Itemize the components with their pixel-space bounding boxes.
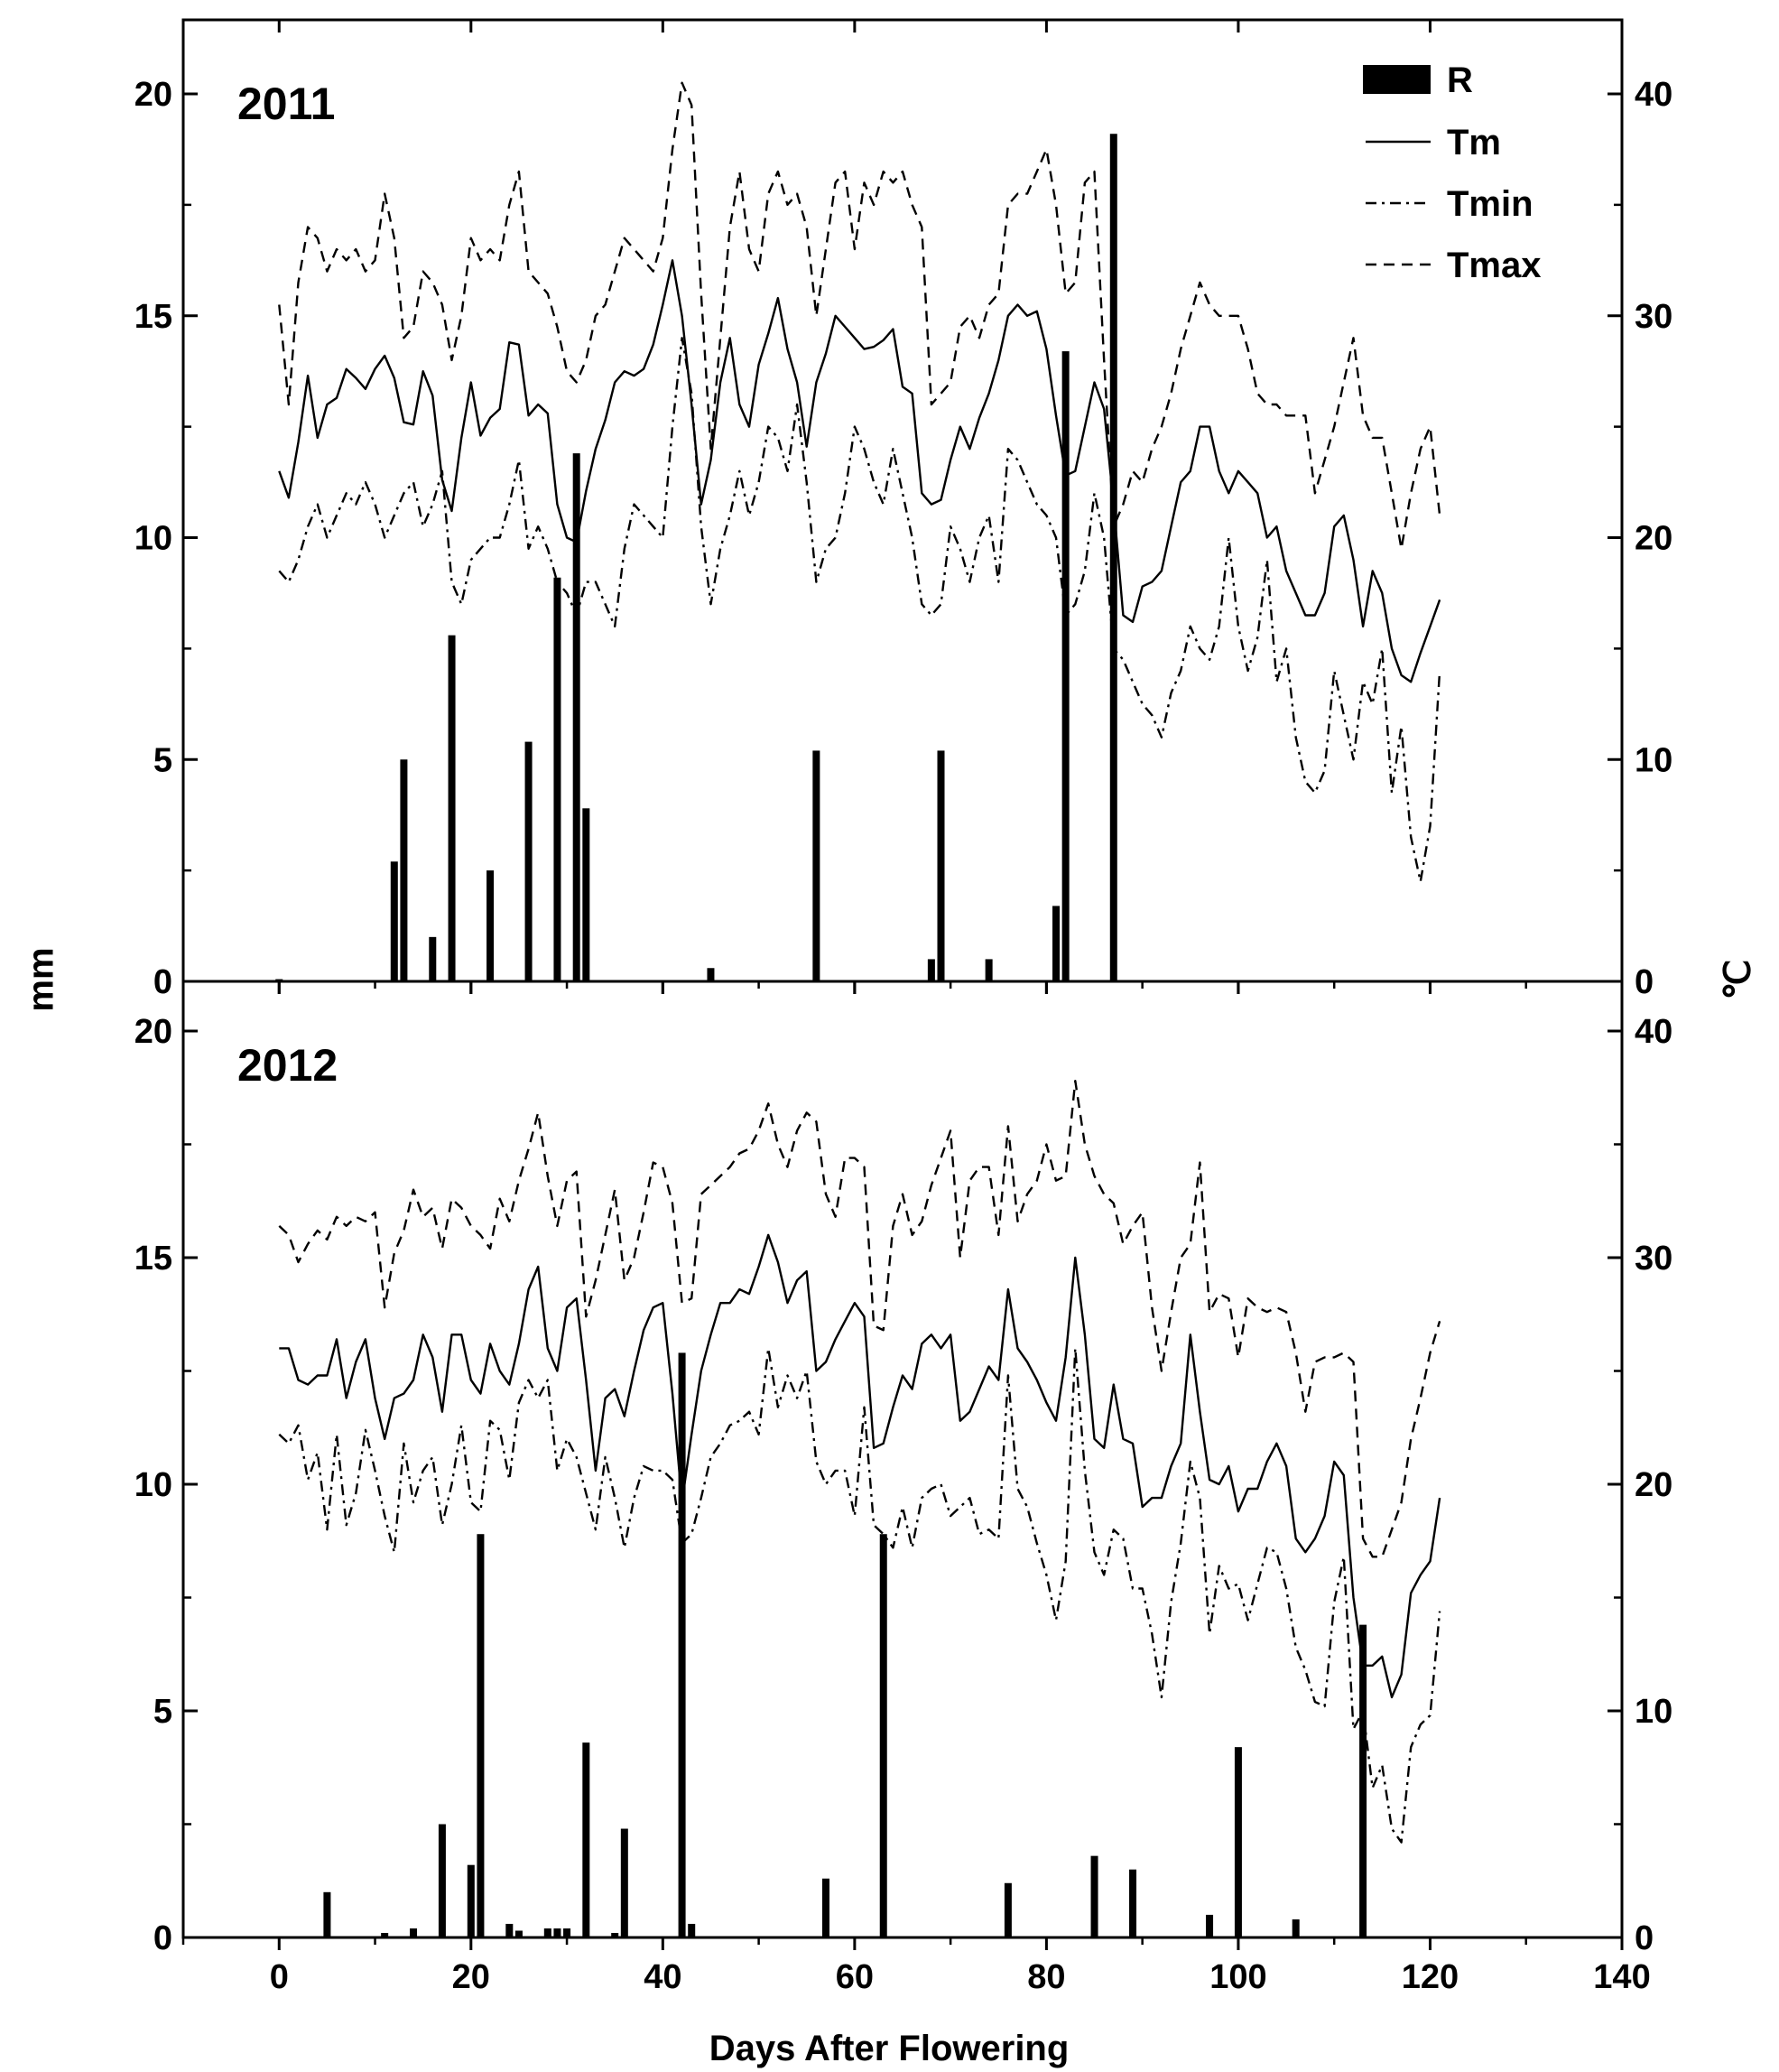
rain-bar <box>707 968 715 981</box>
rain-bar <box>438 1824 446 1937</box>
rain-bar <box>1292 1919 1300 1937</box>
legend-label-tmin: Tmin <box>1447 184 1533 224</box>
rain-bar <box>505 1923 514 1937</box>
series-line-tmin <box>278 1347 1441 1844</box>
left-tick-label: 5 <box>153 741 172 779</box>
rain-bar <box>620 1828 628 1937</box>
left-tick-label: 10 <box>134 1466 172 1504</box>
rain-bar <box>572 453 580 981</box>
rain-bar <box>410 1928 418 1937</box>
rain-bar <box>563 1928 571 1937</box>
rain-bar <box>1004 1882 1012 1937</box>
right-tick-label: 40 <box>1635 1013 1672 1051</box>
rain-bar <box>1129 1869 1137 1937</box>
rain-bar <box>1090 1855 1098 1937</box>
x-tick-label: 140 <box>1593 1958 1650 1996</box>
rain-bar <box>400 759 408 981</box>
left-tick-label: 15 <box>134 1240 172 1278</box>
rain-bar <box>879 1534 887 1937</box>
left-tick-label: 10 <box>134 520 172 558</box>
right-tick-label: 10 <box>1635 741 1672 779</box>
rain-bar <box>611 1932 619 1937</box>
plot-frame <box>181 980 1624 1939</box>
series-line-tm <box>279 1233 1441 1699</box>
x-tick-label: 80 <box>1027 1958 1065 1996</box>
rain-bar <box>381 1932 389 1937</box>
series-line-tmax <box>278 1079 1441 1558</box>
rain-bar <box>553 577 561 981</box>
rain-bar <box>543 1928 551 1937</box>
rain-bar <box>1359 1624 1367 1937</box>
legend-swatch-r <box>1363 65 1431 94</box>
left-tick-label: 5 <box>153 1693 172 1731</box>
rain-bar <box>678 1352 686 1937</box>
x-tick-label: 20 <box>452 1958 490 1996</box>
rain-bar <box>927 959 935 981</box>
rain-bar <box>514 1930 523 1937</box>
rain-bar <box>553 1928 561 1937</box>
rain-bar <box>524 741 533 981</box>
rain-bar <box>477 1534 485 1937</box>
rain-bar <box>1109 134 1117 982</box>
x-tick-label: 60 <box>836 1958 874 1996</box>
rain-bar <box>429 936 437 981</box>
rain-bar <box>1234 1747 1242 1937</box>
panel-2012: 2012 0 5 10 15 20 0 10 20 30 40 0 20 40 60 80 100 120 140 <box>134 980 1672 1996</box>
rain-bar <box>486 870 495 981</box>
x-tick-label: 120 <box>1402 1958 1459 1996</box>
left-tick-label: 20 <box>134 76 172 114</box>
right-tick-label: 30 <box>1635 298 1672 336</box>
right-axis-title: ℃ <box>1719 960 1758 1000</box>
rain-bar <box>390 861 398 981</box>
series-line-tm <box>278 259 1441 683</box>
rain-bar <box>688 1923 696 1937</box>
rain-bar <box>1061 351 1070 981</box>
rain-bar <box>323 1891 331 1937</box>
rain-bar <box>985 959 993 981</box>
left-tick-label: 0 <box>153 963 172 1001</box>
left-tick-label: 0 <box>153 1919 172 1957</box>
series-line-tmax <box>278 81 1441 550</box>
rain-bar <box>821 1878 829 1937</box>
left-tick-label: 15 <box>134 298 172 336</box>
rain-bar <box>467 1864 475 1937</box>
right-tick-label: 0 <box>1635 963 1654 1001</box>
rain-bar <box>1052 906 1061 981</box>
panel-title: 2011 <box>237 79 335 129</box>
x-tick-label: 100 <box>1209 1958 1266 1996</box>
panel-2011: 2011 0 5 10 15 20 0 10 20 30 40 <box>134 18 1672 1001</box>
right-tick-label: 20 <box>1635 1466 1672 1504</box>
right-tick-label: 40 <box>1635 76 1672 114</box>
rain-bar <box>937 750 945 981</box>
left-tick-label: 20 <box>134 1013 172 1051</box>
rain-bar <box>812 750 820 981</box>
right-tick-label: 20 <box>1635 520 1672 558</box>
x-tick-label: 0 <box>270 1958 289 1996</box>
legend-label-r: R <box>1447 60 1473 100</box>
plot-frame <box>181 18 1624 983</box>
right-tick-label: 30 <box>1635 1240 1672 1278</box>
right-tick-label: 0 <box>1635 1919 1654 1957</box>
rain-bar <box>1206 1914 1214 1937</box>
chart-panels: 2011051015200102030402012051015200102030… <box>134 18 1672 1996</box>
series-line-tmin <box>278 337 1441 883</box>
rain-bar <box>448 635 456 981</box>
legend: R Tm Tmin Tmax <box>1363 60 1542 285</box>
panel-title: 2012 <box>237 1040 338 1091</box>
left-axis-title: mm <box>22 947 61 1011</box>
x-tick-label: 40 <box>644 1958 681 1996</box>
legend-label-tmax: Tmax <box>1447 246 1542 285</box>
x-axis-title: Days After Flowering <box>709 2029 1070 2068</box>
rain-bar <box>582 808 590 981</box>
rain-bar <box>582 1742 590 1937</box>
right-tick-label: 10 <box>1635 1693 1672 1731</box>
legend-label-tm: Tm <box>1447 123 1501 163</box>
